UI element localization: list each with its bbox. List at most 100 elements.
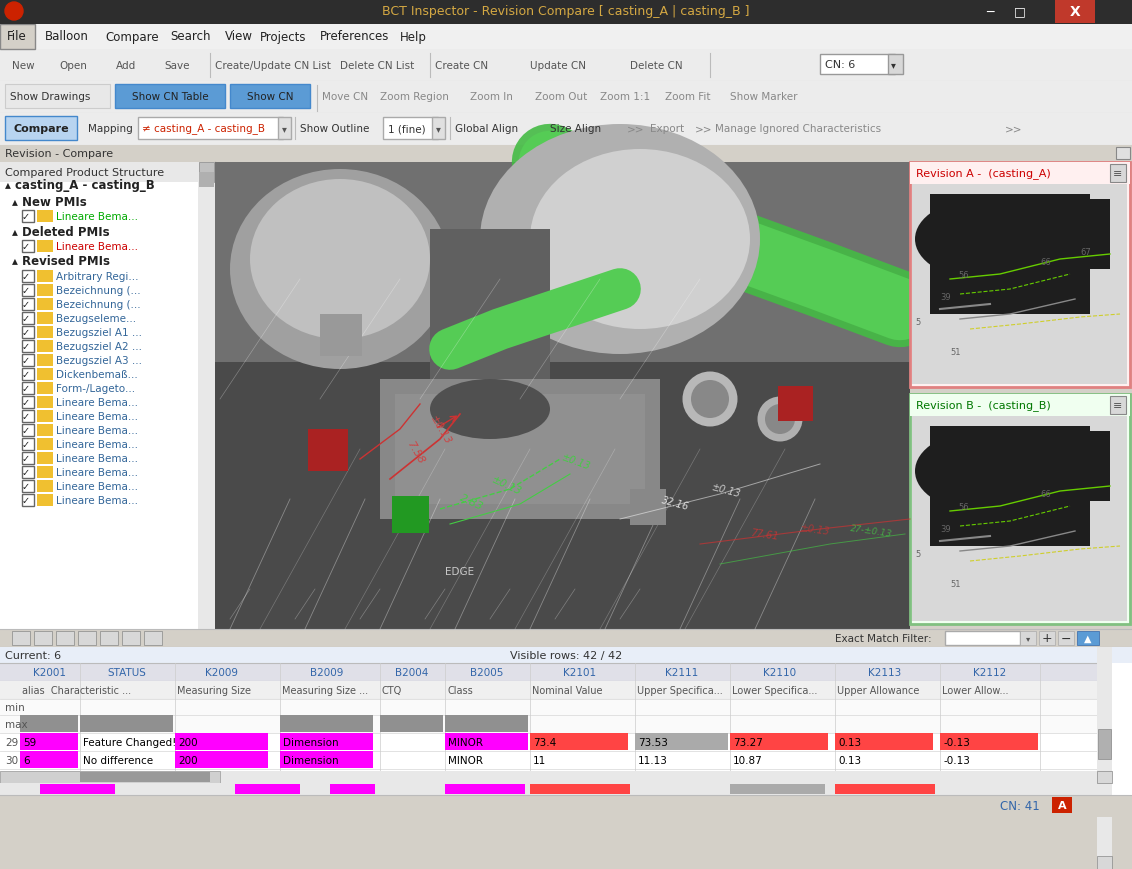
- Text: Bezugseleme...: Bezugseleme...: [55, 314, 136, 323]
- Text: 56: 56: [958, 270, 969, 280]
- Text: Show Drawings: Show Drawings: [10, 92, 91, 102]
- Text: ±0.13: ±0.13: [490, 474, 523, 496]
- Bar: [730, 733, 827, 750]
- Bar: [22, 481, 34, 493]
- Bar: [37, 481, 53, 493]
- Text: Upper Specifica...: Upper Specifica...: [637, 686, 722, 695]
- Bar: [20, 715, 78, 733]
- Text: Compared Product Structure: Compared Product Structure: [5, 168, 164, 178]
- Text: ▾: ▾: [891, 60, 895, 70]
- Text: Upper Allowance: Upper Allowance: [837, 686, 919, 695]
- Text: alias  Characteristic ...: alias Characteristic ...: [22, 686, 131, 695]
- Bar: [631, 489, 666, 526]
- Bar: [37, 453, 53, 464]
- Bar: [80, 715, 173, 733]
- Text: Lineare Bema...: Lineare Bema...: [55, 440, 138, 449]
- Text: 11.13: 11.13: [638, 755, 668, 765]
- Text: ±0.13: ±0.13: [800, 522, 831, 536]
- Text: Move CN: Move CN: [321, 92, 368, 102]
- Bar: [37, 368, 53, 381]
- Text: ✓: ✓: [22, 397, 31, 408]
- Text: Lineare Bema...: Lineare Bema...: [55, 412, 138, 421]
- Ellipse shape: [915, 432, 1045, 512]
- Bar: [0, 146, 1132, 163]
- Bar: [931, 427, 1090, 547]
- Ellipse shape: [691, 381, 729, 419]
- Text: 30: 30: [5, 755, 18, 765]
- Bar: [940, 733, 1038, 750]
- Bar: [430, 229, 550, 409]
- Bar: [20, 733, 78, 750]
- Ellipse shape: [230, 169, 451, 369]
- Text: Global Align: Global Align: [455, 124, 518, 134]
- Text: ✓: ✓: [22, 468, 31, 477]
- Text: ✓: ✓: [22, 454, 31, 463]
- Text: Lower Specifica...: Lower Specifica...: [732, 686, 817, 695]
- Text: Revision A -  (casting_A): Revision A - (casting_A): [916, 169, 1050, 179]
- Ellipse shape: [250, 180, 430, 340]
- Text: 1 (fine): 1 (fine): [388, 124, 426, 134]
- Bar: [1098, 729, 1110, 760]
- Text: No difference: No difference: [83, 755, 153, 765]
- Bar: [175, 751, 268, 768]
- Text: 59: 59: [23, 737, 36, 747]
- Text: A: A: [1057, 800, 1066, 810]
- Text: Delete CN List: Delete CN List: [340, 61, 414, 71]
- Bar: [235, 784, 300, 794]
- Bar: [22, 211, 34, 222]
- Text: B2009: B2009: [310, 667, 344, 677]
- Text: 29: 29: [5, 737, 18, 747]
- Bar: [37, 396, 53, 408]
- Bar: [37, 211, 53, 222]
- Text: Save: Save: [164, 61, 189, 71]
- Bar: [910, 395, 1130, 624]
- Text: Update CN: Update CN: [530, 61, 586, 71]
- Text: BCT Inspector - Revision Compare [ casting_A | casting_B ]: BCT Inspector - Revision Compare [ casti…: [383, 5, 749, 18]
- Bar: [887, 55, 903, 75]
- Bar: [1110, 165, 1126, 182]
- Bar: [910, 163, 1130, 388]
- Text: Lineare Bema...: Lineare Bema...: [55, 468, 138, 477]
- Text: MINOR: MINOR: [448, 755, 483, 765]
- Text: Open: Open: [59, 61, 87, 71]
- Ellipse shape: [430, 380, 550, 440]
- Bar: [308, 429, 348, 472]
- Text: 5: 5: [915, 318, 920, 327]
- Bar: [80, 773, 211, 782]
- Text: 73.53: 73.53: [638, 737, 668, 747]
- Bar: [0, 629, 1132, 647]
- Text: 200: 200: [178, 737, 198, 747]
- Text: ✓: ✓: [22, 272, 31, 282]
- Bar: [144, 631, 162, 646]
- Text: ≡: ≡: [1113, 169, 1123, 179]
- Text: Lineare Bema...: Lineare Bema...: [55, 426, 138, 435]
- Text: -0.13: -0.13: [943, 737, 970, 747]
- Text: ▴ Deleted PMIs: ▴ Deleted PMIs: [12, 225, 110, 238]
- Bar: [22, 299, 34, 310]
- Text: −: −: [1061, 632, 1071, 645]
- Text: 0.13: 0.13: [838, 737, 861, 747]
- Bar: [1110, 396, 1126, 415]
- Bar: [22, 453, 34, 464]
- Text: Export: Export: [650, 124, 684, 134]
- Bar: [835, 784, 935, 794]
- Bar: [37, 270, 53, 282]
- Bar: [278, 118, 291, 140]
- Text: ▾: ▾: [282, 124, 286, 134]
- Bar: [55, 631, 74, 646]
- Bar: [22, 382, 34, 395]
- Text: Lineare Bema...: Lineare Bema...: [55, 481, 138, 492]
- Bar: [835, 733, 933, 750]
- Bar: [40, 784, 115, 794]
- Bar: [37, 341, 53, 353]
- Text: ✓: ✓: [22, 242, 31, 252]
- Bar: [215, 163, 910, 362]
- Text: Measuring Size ...: Measuring Size ...: [282, 686, 368, 695]
- Bar: [910, 163, 1130, 185]
- Bar: [1039, 631, 1055, 646]
- Text: 66: 66: [1040, 258, 1050, 267]
- Bar: [20, 751, 78, 768]
- Bar: [320, 315, 362, 356]
- Text: 11: 11: [533, 755, 547, 765]
- Bar: [22, 439, 34, 450]
